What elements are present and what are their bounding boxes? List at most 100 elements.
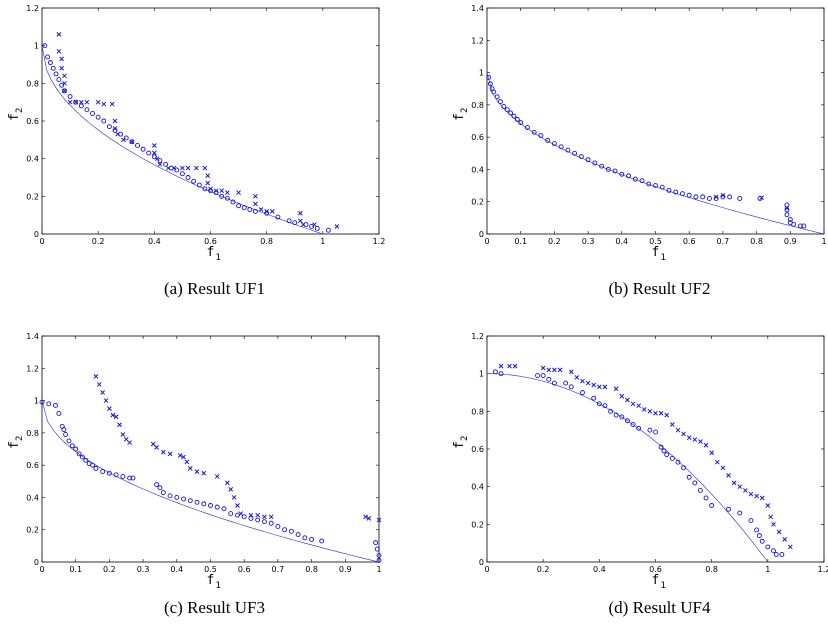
- circle-marker: [653, 429, 658, 435]
- y-axis-label: f: [452, 113, 467, 121]
- x-tick-label: 0.6: [683, 237, 696, 246]
- x-axis-label: f: [207, 573, 215, 588]
- cross-marker: [219, 188, 225, 194]
- cross-stroke: [698, 439, 703, 444]
- circle-marker: [241, 514, 247, 520]
- cross-stroke: [743, 488, 748, 493]
- cross-marker: [591, 382, 597, 388]
- cross-marker: [298, 218, 303, 224]
- cross-stroke: [647, 408, 653, 414]
- y-axis-label-subscript: 2: [15, 436, 25, 441]
- cross-marker: [62, 80, 67, 86]
- circle-marker: [252, 208, 258, 214]
- circle-marker: [69, 443, 75, 449]
- cross-marker: [264, 209, 270, 214]
- cross-stroke: [208, 186, 213, 192]
- cross-stroke: [103, 398, 109, 403]
- circle-marker: [39, 399, 45, 405]
- cross-marker: [731, 480, 737, 486]
- cross-marker: [669, 422, 675, 427]
- circle-marker: [90, 111, 96, 116]
- cross-marker: [552, 367, 557, 373]
- x-tick-label: 1: [320, 237, 325, 246]
- cross-marker: [127, 440, 132, 445]
- cross-marker: [363, 514, 368, 520]
- circle-marker: [664, 452, 670, 458]
- cross-stroke: [181, 454, 186, 460]
- x-tick-label: 0.2: [92, 237, 105, 246]
- y-tick-label: 0: [479, 558, 484, 567]
- x-axis-label: f: [652, 573, 660, 588]
- circle-marker: [292, 220, 298, 226]
- cross-stroke: [262, 514, 267, 520]
- circle-marker: [282, 527, 288, 533]
- y-tick-label: 0.2: [471, 520, 484, 529]
- circle-marker: [374, 546, 380, 552]
- x-tick-label: 0.2: [537, 565, 550, 574]
- circle-marker: [486, 74, 492, 80]
- circle-marker: [498, 371, 504, 377]
- cross-stroke: [768, 514, 773, 520]
- circle-marker: [187, 498, 193, 504]
- circle-marker: [624, 418, 630, 424]
- cross-marker: [675, 427, 681, 433]
- circle-marker: [700, 194, 706, 200]
- chart-panel-4: 0 0.2 0.4 0.6 0.8 1 1.200.20.40.60.811.2f 1f2(d…: [452, 332, 828, 617]
- y-axis-label: f: [452, 441, 467, 449]
- cross-stroke: [636, 403, 642, 409]
- cross-marker: [647, 408, 653, 414]
- cross-marker: [653, 410, 658, 416]
- cross-stroke: [748, 491, 754, 497]
- cross-marker: [248, 512, 254, 518]
- x-tick-label: 0.4: [593, 565, 606, 574]
- circle-marker: [326, 227, 331, 233]
- cross-stroke: [580, 378, 585, 384]
- circle-marker: [221, 506, 227, 512]
- circle-marker: [765, 544, 771, 550]
- cross-stroke: [714, 459, 720, 465]
- cross-stroke: [675, 427, 681, 433]
- plot-frame: [41, 7, 380, 235]
- circle-marker: [303, 222, 309, 228]
- pareto-front-line: [41, 400, 380, 563]
- cross-stroke: [154, 445, 159, 450]
- cross-stroke: [224, 480, 230, 486]
- cross-stroke: [703, 442, 709, 448]
- chart-panel-3: 0 0.1 0.2 0.3 0.4 0.5 0.6 0.7 0.8 0.9 1 0 0.2 0.4 0.6 0…: [7, 332, 382, 617]
- circle-marker: [511, 113, 517, 119]
- cross-stroke: [759, 495, 765, 501]
- cross-stroke: [171, 165, 177, 171]
- cross-marker: [713, 194, 719, 200]
- circle-marker: [504, 107, 510, 113]
- cross-stroke: [363, 514, 368, 520]
- circle-marker: [558, 144, 564, 150]
- circle-marker: [118, 131, 124, 137]
- circle-marker: [61, 427, 67, 433]
- y-tick-label: 0.4: [471, 165, 484, 174]
- cross-stroke: [56, 48, 62, 54]
- circle-marker: [376, 553, 382, 558]
- circle-marker: [619, 414, 625, 420]
- circle-marker: [127, 475, 133, 481]
- cross-stroke: [300, 222, 306, 227]
- y-axis-label-subscript: 2: [460, 108, 470, 113]
- y-axis-label: f: [7, 441, 22, 449]
- circle-marker: [255, 517, 261, 523]
- y-tick-label: 0.8: [26, 79, 39, 88]
- cross-marker: [107, 406, 112, 411]
- cross-marker: [56, 48, 62, 54]
- circle-marker: [771, 548, 776, 554]
- y-tick-label: 0.4: [26, 493, 39, 502]
- cross-marker: [59, 56, 65, 62]
- circle-marker: [73, 446, 79, 452]
- cross-marker: [720, 465, 726, 471]
- x-tick-label: 0: [484, 237, 489, 246]
- cross-marker: [787, 544, 793, 550]
- x-tick-label: 0: [39, 565, 44, 574]
- circle-marker: [295, 532, 301, 538]
- circle-marker: [50, 65, 56, 71]
- y-tick-label: 0.4: [471, 483, 484, 492]
- circle-marker: [140, 146, 146, 152]
- cross-marker: [557, 367, 563, 373]
- cross-stroke: [157, 161, 163, 167]
